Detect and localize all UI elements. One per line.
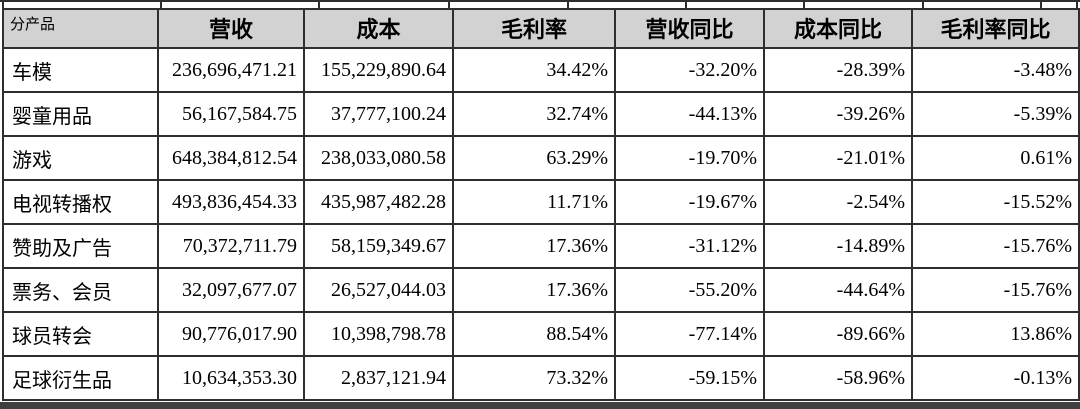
previous-row-cell-border: [685, 0, 687, 8]
value-cell: 88.54%: [452, 311, 616, 357]
value-cell: 0.61%: [911, 135, 1080, 181]
table-row: 车模 236,696,471.21 155,229,890.64 34.42% -32.…: [2, 47, 1080, 93]
value-cell: 17.36%: [452, 267, 616, 313]
value-cell: 70,372,711.79: [157, 223, 305, 269]
header-cost: 成本: [303, 8, 454, 49]
value-cell: 11.71%: [452, 179, 616, 225]
value-cell: 56,167,584.75: [157, 91, 305, 137]
value-cell: -3.48%: [911, 47, 1080, 93]
header-gross-margin-yoy: 毛利率同比: [911, 8, 1080, 49]
product-name-cell: 足球衍生品: [2, 355, 159, 401]
header-revenue-yoy: 营收同比: [614, 8, 765, 49]
previous-row-cell-border: [567, 0, 569, 8]
value-cell: -2.54%: [763, 179, 913, 225]
table-row: 赞助及广告 70,372,711.79 58,159,349.67 17.36% -31…: [2, 223, 1080, 269]
product-name-cell: 电视转播权: [2, 179, 159, 225]
value-cell: -44.13%: [614, 91, 765, 137]
table-row: 球员转会 90,776,017.90 10,398,798.78 88.54% -77.…: [2, 311, 1080, 357]
table-row: 票务、会员 32,097,677.07 26,527,044.03 17.36% -55…: [2, 267, 1080, 313]
product-name-cell: 球员转会: [2, 311, 159, 357]
value-cell: 58,159,349.67: [303, 223, 454, 269]
product-name-cell: 婴童用品: [2, 91, 159, 137]
product-name-cell: 游戏: [2, 135, 159, 181]
previous-row-border: [0, 0, 1080, 2]
value-cell: -58.96%: [763, 355, 913, 401]
value-cell: -21.01%: [763, 135, 913, 181]
value-cell: -5.39%: [911, 91, 1080, 137]
previous-row-cell-border: [1040, 0, 1042, 8]
previous-row-cell-border: [448, 0, 450, 8]
value-cell: -15.52%: [911, 179, 1080, 225]
table-row: 婴童用品 56,167,584.75 37,777,100.24 32.74% -44.…: [2, 91, 1080, 137]
value-cell: -19.70%: [614, 135, 765, 181]
value-cell: -28.39%: [763, 47, 913, 93]
header-row: 分产品 营收 成本 毛利率 营收同比 成本同比 毛利率同比: [2, 8, 1080, 49]
previous-row-cell-border: [318, 0, 320, 8]
value-cell: 17.36%: [452, 223, 616, 269]
value-cell: 236,696,471.21: [157, 47, 305, 93]
table-body: 车模 236,696,471.21 155,229,890.64 34.42% -32.…: [2, 47, 1080, 401]
table-row: 游戏 648,384,812.54 238,033,080.58 63.29% -19.…: [2, 135, 1080, 181]
previous-row-cell-border: [160, 0, 162, 8]
value-cell: 90,776,017.90: [157, 311, 305, 357]
value-cell: 63.29%: [452, 135, 616, 181]
product-breakdown-table: 分产品 营收 成本 毛利率 营收同比 成本同比 毛利率同比 车模 236,696,…: [2, 8, 1080, 401]
previous-row-fragment: [0, 0, 1080, 8]
value-cell: -15.76%: [911, 223, 1080, 269]
value-cell: 26,527,044.03: [303, 267, 454, 313]
value-cell: -59.15%: [614, 355, 765, 401]
value-cell: 10,398,798.78: [303, 311, 454, 357]
header-gross-margin: 毛利率: [452, 8, 616, 49]
next-section-fragment: [0, 402, 1080, 409]
value-cell: 13.86%: [911, 311, 1080, 357]
header-product: 分产品: [2, 8, 159, 49]
value-cell: -19.67%: [614, 179, 765, 225]
value-cell: 2,837,121.94: [303, 355, 454, 401]
previous-row-cell-border: [922, 0, 924, 8]
product-name-cell: 赞助及广告: [2, 223, 159, 269]
value-cell: 10,634,353.30: [157, 355, 305, 401]
value-cell: 493,836,454.33: [157, 179, 305, 225]
value-cell: -39.26%: [763, 91, 913, 137]
table-row: 足球衍生品 10,634,353.30 2,837,121.94 73.32% -59.…: [2, 355, 1080, 401]
value-cell: 32,097,677.07: [157, 267, 305, 313]
value-cell: 435,987,482.28: [303, 179, 454, 225]
header-cost-yoy: 成本同比: [763, 8, 913, 49]
value-cell: -14.89%: [763, 223, 913, 269]
value-cell: -32.20%: [614, 47, 765, 93]
value-cell: 73.32%: [452, 355, 616, 401]
value-cell: 34.42%: [452, 47, 616, 93]
value-cell: 648,384,812.54: [157, 135, 305, 181]
product-name-cell: 票务、会员: [2, 267, 159, 313]
previous-row-cell-border: [1076, 0, 1078, 8]
value-cell: 238,033,080.58: [303, 135, 454, 181]
previous-row-cell-border: [803, 0, 805, 8]
value-cell: -0.13%: [911, 355, 1080, 401]
value-cell: 155,229,890.64: [303, 47, 454, 93]
product-name-cell: 车模: [2, 47, 159, 93]
header-revenue: 营收: [157, 8, 305, 49]
value-cell: 37,777,100.24: [303, 91, 454, 137]
value-cell: -89.66%: [763, 311, 913, 357]
previous-row-cell-border: [2, 0, 4, 8]
value-cell: -44.64%: [763, 267, 913, 313]
value-cell: -77.14%: [614, 311, 765, 357]
table-row: 电视转播权 493,836,454.33 435,987,482.28 11.71% -…: [2, 179, 1080, 225]
value-cell: 32.74%: [452, 91, 616, 137]
value-cell: -55.20%: [614, 267, 765, 313]
value-cell: -15.76%: [911, 267, 1080, 313]
value-cell: -31.12%: [614, 223, 765, 269]
